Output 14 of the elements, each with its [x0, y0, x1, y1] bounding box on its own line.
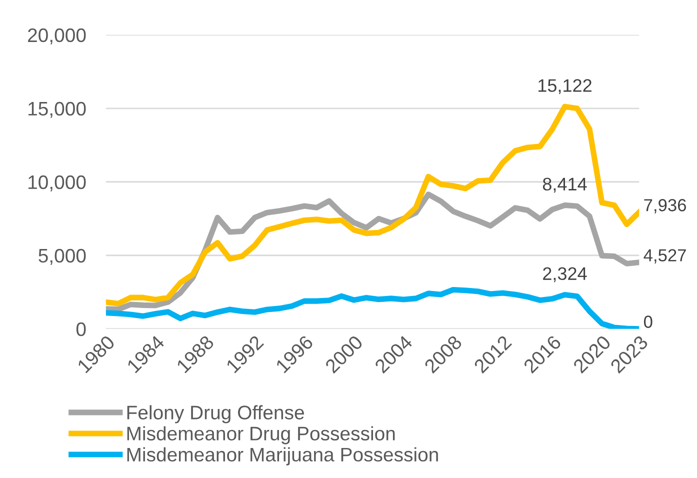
- y-tick-label: 20,000: [28, 28, 86, 44]
- legend-label: Misdemeanor Drug Possession: [127, 426, 395, 444]
- data-label: 2,324: [543, 267, 587, 282]
- legend-label: Misdemeanor Marijuana Possession: [127, 447, 438, 466]
- legend-label: Felony Drug Offense: [127, 405, 304, 424]
- y-tick-label: 5,000: [38, 248, 86, 265]
- data-label: 15,122: [538, 79, 592, 94]
- y-tick-label: 15,000: [28, 102, 86, 118]
- y-tick-label: 0: [76, 322, 86, 336]
- data-label: 4,527: [644, 249, 686, 264]
- data-label: 8,414: [542, 178, 587, 193]
- y-tick-label: 10,000: [28, 175, 86, 192]
- data-label: 7,936: [644, 199, 686, 214]
- data-label: 0: [644, 316, 652, 328]
